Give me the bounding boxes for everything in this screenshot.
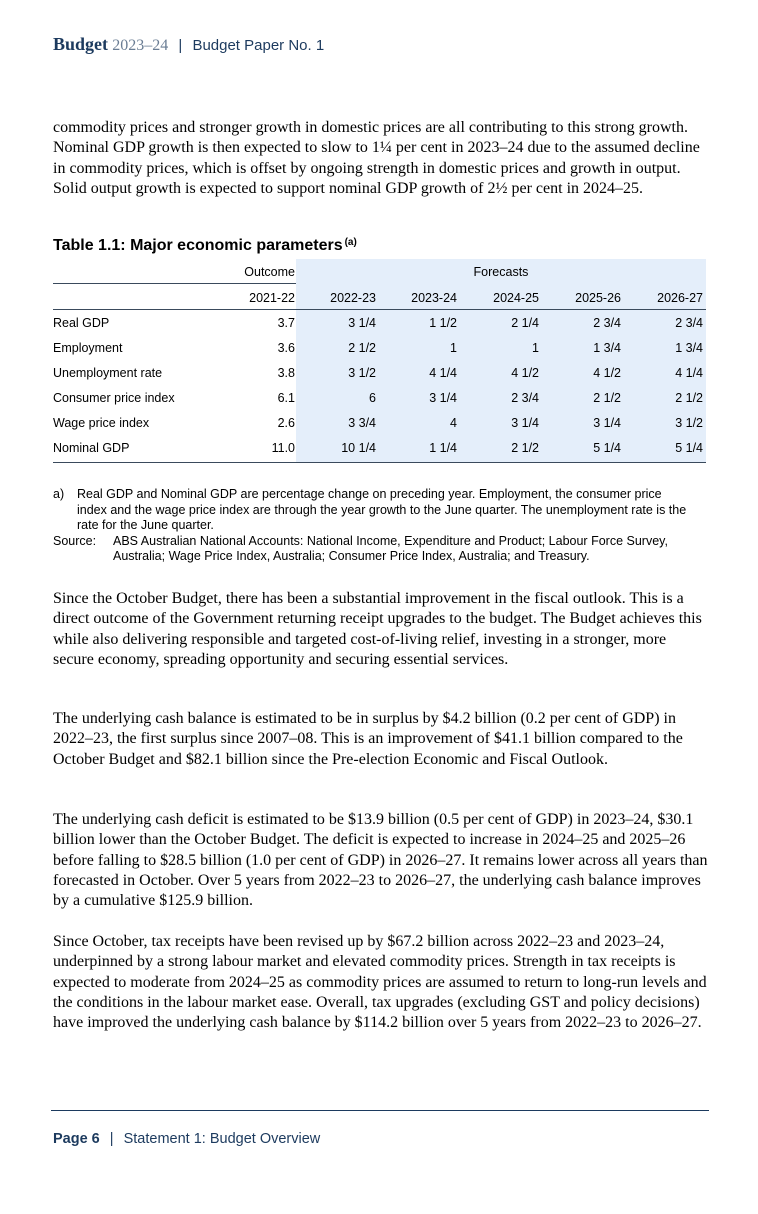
table-cell: 3 1/4 <box>429 391 457 405</box>
table-cell: 3 1/2 <box>348 366 376 380</box>
table-cell: 2 3/4 <box>511 391 539 405</box>
year-header: 2025-26 <box>575 291 621 305</box>
forecast-shading <box>296 259 706 463</box>
table-rule-bottom <box>53 462 706 463</box>
paragraph-cash-surplus: The underlying cash balance is estimated… <box>53 710 683 768</box>
table-cell: 3 3/4 <box>348 416 376 430</box>
paragraph-cash-deficit: The underlying cash deficit is estimated… <box>53 811 708 910</box>
footer-page-number: Page 6 <box>53 1131 100 1147</box>
footer-section: Statement 1: Budget Overview <box>123 1131 321 1147</box>
table-row: Consumer price index 6.1 6 3 1/4 2 3/4 2… <box>53 385 706 410</box>
table-title-text: Table 1.1: Major economic parameters <box>53 237 343 254</box>
year-header: 2026-27 <box>657 291 703 305</box>
row-label: Real GDP <box>53 316 110 330</box>
table-cell: 2 1/2 <box>511 441 539 455</box>
table-cell: 5 1/4 <box>593 441 621 455</box>
row-label: Wage price index <box>53 416 150 430</box>
table-title-note: (a) <box>344 237 357 248</box>
note-a-text: Real GDP and Nominal GDP are percentage … <box>77 487 687 532</box>
table-cell: 4 <box>450 416 457 430</box>
source-tag: Source: <box>53 533 97 548</box>
table-notes: a) Real GDP and Nominal GDP are percenta… <box>53 487 693 565</box>
year-header: 2024-25 <box>493 291 539 305</box>
table-cell: 1 3/4 <box>675 341 703 355</box>
table-row: Unemployment rate 3.8 3 1/2 4 1/4 4 1/2 … <box>53 360 706 385</box>
table-cell: 3.6 <box>277 341 295 355</box>
page-header: Budget 2023–24 | Budget Paper No. 1 <box>53 34 324 55</box>
table-cell: 3.8 <box>277 366 295 380</box>
row-label: Unemployment rate <box>53 366 163 380</box>
header-paper: Budget Paper No. 1 <box>192 37 325 54</box>
table-cell: 5 1/4 <box>675 441 703 455</box>
footer-rule <box>51 1110 709 1111</box>
table-cell: 4 1/2 <box>593 366 621 380</box>
table-cell: 2 1/2 <box>593 391 621 405</box>
table-title: Table 1.1: Major economic parameters (a) <box>53 237 357 255</box>
table-rule-header <box>53 309 706 310</box>
intro-paragraph: commodity prices and stronger growth in … <box>53 119 700 197</box>
table-cell: 1 1/4 <box>429 441 457 455</box>
table-cell: 6.1 <box>277 391 295 405</box>
paragraph-fiscal-outlook: Since the October Budget, there has been… <box>53 590 702 668</box>
year-header: 2022-23 <box>330 291 376 305</box>
table-row: Real GDP 3.7 3 1/4 1 1/2 2 1/4 2 3/4 2 3… <box>53 310 706 335</box>
table-year-header-row: 2021-22 2022-23 2023-24 2024-25 2025-26 … <box>53 285 706 310</box>
header-brand: Budget <box>53 34 109 54</box>
row-label: Employment <box>53 341 123 355</box>
table-cell: 4 1/4 <box>429 366 457 380</box>
table-group-header-row: Outcome Forecasts <box>53 259 706 284</box>
row-label: Nominal GDP <box>53 441 130 455</box>
source-text: ABS Australian National Accounts: Nation… <box>113 533 668 564</box>
table-cell: 11.0 <box>271 441 295 455</box>
table-cell: 3 1/4 <box>593 416 621 430</box>
year-header: 2021-22 <box>249 291 295 305</box>
table-rule-top <box>53 283 296 284</box>
note-a-tag: a) <box>53 487 65 501</box>
outcome-label: Outcome <box>244 265 295 279</box>
table-cell: 2 3/4 <box>675 316 703 330</box>
year-header: 2023-24 <box>411 291 457 305</box>
table-row: Nominal GDP 11.0 10 1/4 1 1/4 2 1/2 5 1/… <box>53 435 706 460</box>
note-source: Source: ABS Australian National Accounts… <box>53 534 693 565</box>
table-cell: 2.6 <box>277 416 295 430</box>
table-cell: 3 1/4 <box>348 316 376 330</box>
footer-separator: | <box>109 1131 114 1147</box>
table-cell: 4 1/2 <box>511 366 539 380</box>
table-cell: 3 1/2 <box>675 416 703 430</box>
table-cell: 1 <box>532 341 539 355</box>
table-cell: 1 1/2 <box>429 316 457 330</box>
table-cell: 4 1/4 <box>675 366 703 380</box>
paragraph-tax-receipts: Since October, tax receipts have been re… <box>53 933 707 1032</box>
table-cell: 1 3/4 <box>593 341 621 355</box>
table-cell: 1 <box>450 341 457 355</box>
note-a: a) Real GDP and Nominal GDP are percenta… <box>53 487 693 534</box>
table-cell: 2 1/2 <box>675 391 703 405</box>
page-footer: Page 6 | Statement 1: Budget Overview <box>53 1131 320 1147</box>
header-separator: | <box>178 37 183 54</box>
header-years: 2023–24 <box>112 37 169 54</box>
table-cell: 3.7 <box>277 316 295 330</box>
table-row: Wage price index 2.6 3 3/4 4 3 1/4 3 1/4… <box>53 410 706 435</box>
table-cell: 2 3/4 <box>593 316 621 330</box>
forecasts-label: Forecasts <box>473 265 529 279</box>
table-cell: 10 1/4 <box>341 441 376 455</box>
table-cell: 6 <box>369 391 376 405</box>
table-row: Employment 3.6 2 1/2 1 1 1 3/4 1 3/4 <box>53 335 706 360</box>
table-cell: 2 1/2 <box>348 341 376 355</box>
row-label: Consumer price index <box>53 391 175 405</box>
table-cell: 2 1/4 <box>511 316 539 330</box>
table-cell: 3 1/4 <box>511 416 539 430</box>
